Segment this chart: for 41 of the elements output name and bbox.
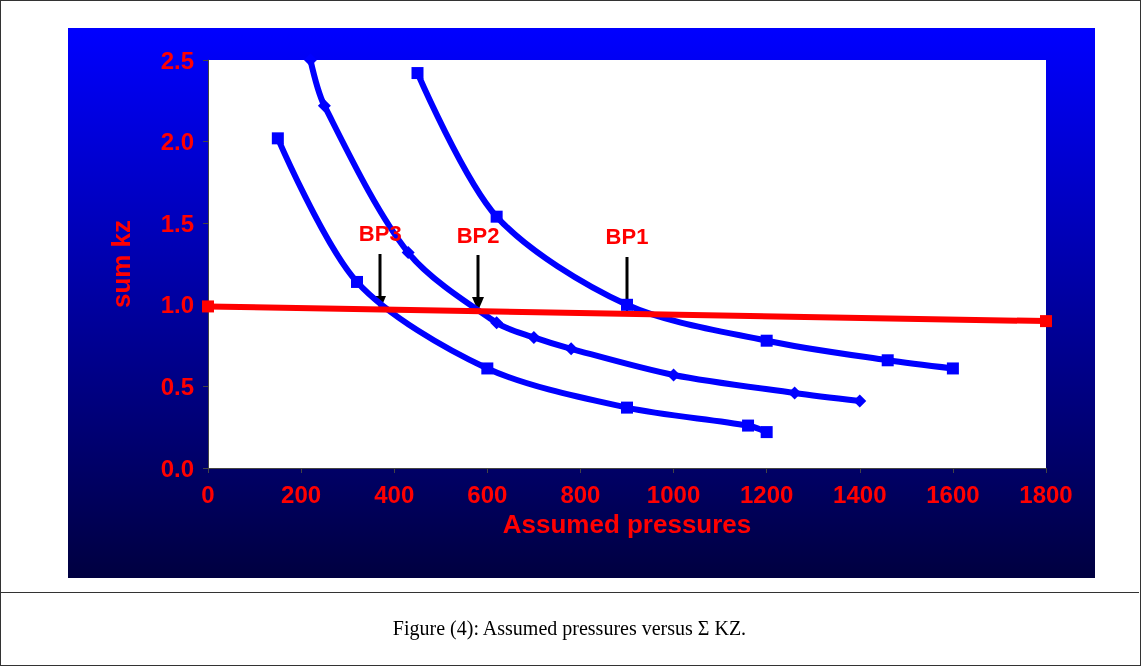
y-tick-label: 0.0 bbox=[160, 454, 194, 482]
x-tick-label: 1000 bbox=[646, 480, 701, 508]
x-tick-label: 800 bbox=[560, 480, 601, 508]
point bbox=[527, 330, 541, 344]
point bbox=[411, 67, 424, 80]
x-tick-label: 400 bbox=[374, 480, 415, 508]
point bbox=[490, 210, 503, 223]
x-axis-title: Assumed pressures bbox=[502, 508, 752, 539]
y-tick-label: 0.5 bbox=[160, 372, 194, 400]
x-tick-label: 1600 bbox=[926, 480, 980, 508]
x-tick-label: 1200 bbox=[739, 480, 794, 508]
point bbox=[401, 246, 415, 260]
annotation: BP1 bbox=[605, 224, 649, 250]
point bbox=[881, 354, 894, 367]
annotation: BP2 bbox=[456, 222, 500, 248]
point bbox=[621, 401, 633, 414]
y-tick-label: 1.5 bbox=[160, 209, 194, 237]
x-tick-label: 1400 bbox=[833, 480, 887, 508]
point bbox=[760, 334, 773, 347]
y-axis-title: sum kz bbox=[106, 219, 136, 309]
point bbox=[303, 53, 317, 67]
point bbox=[564, 342, 578, 356]
x-tick-label: 1800 bbox=[1019, 480, 1073, 508]
point bbox=[946, 362, 959, 375]
point bbox=[317, 99, 331, 113]
point bbox=[350, 275, 363, 288]
point bbox=[742, 419, 755, 432]
text: Figure (4): Assumed pressures versus Σ KZ. bbox=[391, 617, 748, 640]
x-tick-label: 600 bbox=[467, 480, 508, 508]
y-tick-label: 1.0 bbox=[160, 291, 194, 319]
point bbox=[490, 316, 504, 330]
x-tick-label: 0 bbox=[201, 480, 215, 508]
y-tick-label: 2.5 bbox=[160, 46, 194, 74]
point bbox=[853, 394, 867, 408]
point bbox=[271, 132, 284, 145]
point bbox=[481, 362, 494, 375]
point bbox=[202, 300, 214, 313]
x-tick-label: 200 bbox=[281, 480, 322, 508]
point bbox=[1040, 315, 1052, 328]
point bbox=[760, 426, 773, 439]
y-tick-label: 2.0 bbox=[160, 128, 194, 156]
